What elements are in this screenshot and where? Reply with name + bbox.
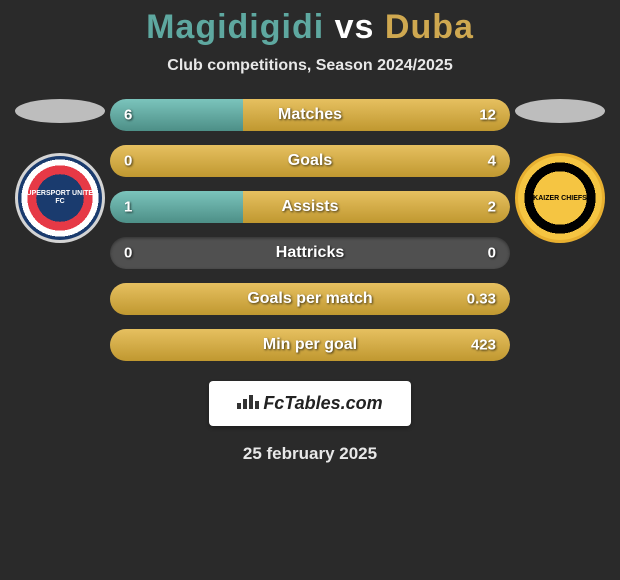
- stat-label: Goals per match: [247, 290, 372, 308]
- source-text: FcTables.com: [263, 393, 382, 414]
- stat-value-left: 0: [124, 153, 132, 170]
- left-club-logo: SUPERSPORT UNITED FC: [15, 153, 105, 243]
- stat-label: Hattricks: [276, 244, 344, 262]
- stat-bars: 6 Matches 12 0 Goals 4 1 Assists 2 0 Hattricks 0 Goa…: [110, 99, 510, 361]
- source-badge: FcTables.com: [209, 381, 410, 426]
- stat-label: Assists: [282, 198, 339, 216]
- player-left-name: Magidigidi: [146, 8, 324, 46]
- player-right-name: Duba: [385, 8, 474, 46]
- page-title: Magidigidi vs Duba: [146, 8, 474, 47]
- stat-value-right: 4: [488, 153, 496, 170]
- main-container: Magidigidi vs Duba Club competitions, Se…: [0, 0, 620, 580]
- stat-bar: 1 Assists 2: [110, 191, 510, 223]
- stat-value-right: 423: [471, 337, 496, 354]
- chart-icon: [237, 393, 259, 414]
- stat-value-left: 1: [124, 199, 132, 216]
- comparison-row: SUPERSPORT UNITED FC 6 Matches 12 0 Goals 4 1 A…: [0, 99, 620, 361]
- placeholder-ellipse-right: [515, 99, 605, 123]
- stat-label: Matches: [278, 106, 342, 124]
- stat-label: Goals: [288, 152, 332, 170]
- stat-bar: Min per goal 423: [110, 329, 510, 361]
- right-side: KAIZER CHIEFS: [510, 99, 610, 243]
- stat-value-left: 6: [124, 107, 132, 124]
- stat-bar: Goals per match 0.33: [110, 283, 510, 315]
- date-label: 25 february 2025: [243, 444, 377, 464]
- stat-bar: 0 Goals 4: [110, 145, 510, 177]
- stat-value-left: 0: [124, 245, 132, 262]
- stat-bar: 0 Hattricks 0: [110, 237, 510, 269]
- right-club-logo: KAIZER CHIEFS: [515, 153, 605, 243]
- title-vs: vs: [324, 8, 385, 46]
- left-club-label: SUPERSPORT UNITED FC: [18, 190, 102, 205]
- stat-value-right: 2: [488, 199, 496, 216]
- stat-bar: 6 Matches 12: [110, 99, 510, 131]
- stat-value-right: 0.33: [467, 291, 496, 308]
- stat-value-right: 12: [479, 107, 496, 124]
- stat-value-right: 0: [488, 245, 496, 262]
- subtitle: Club competitions, Season 2024/2025: [167, 57, 452, 75]
- placeholder-ellipse-left: [15, 99, 105, 123]
- right-club-label: KAIZER CHIEFS: [533, 195, 587, 202]
- left-side: SUPERSPORT UNITED FC: [10, 99, 110, 243]
- stat-label: Min per goal: [263, 336, 357, 354]
